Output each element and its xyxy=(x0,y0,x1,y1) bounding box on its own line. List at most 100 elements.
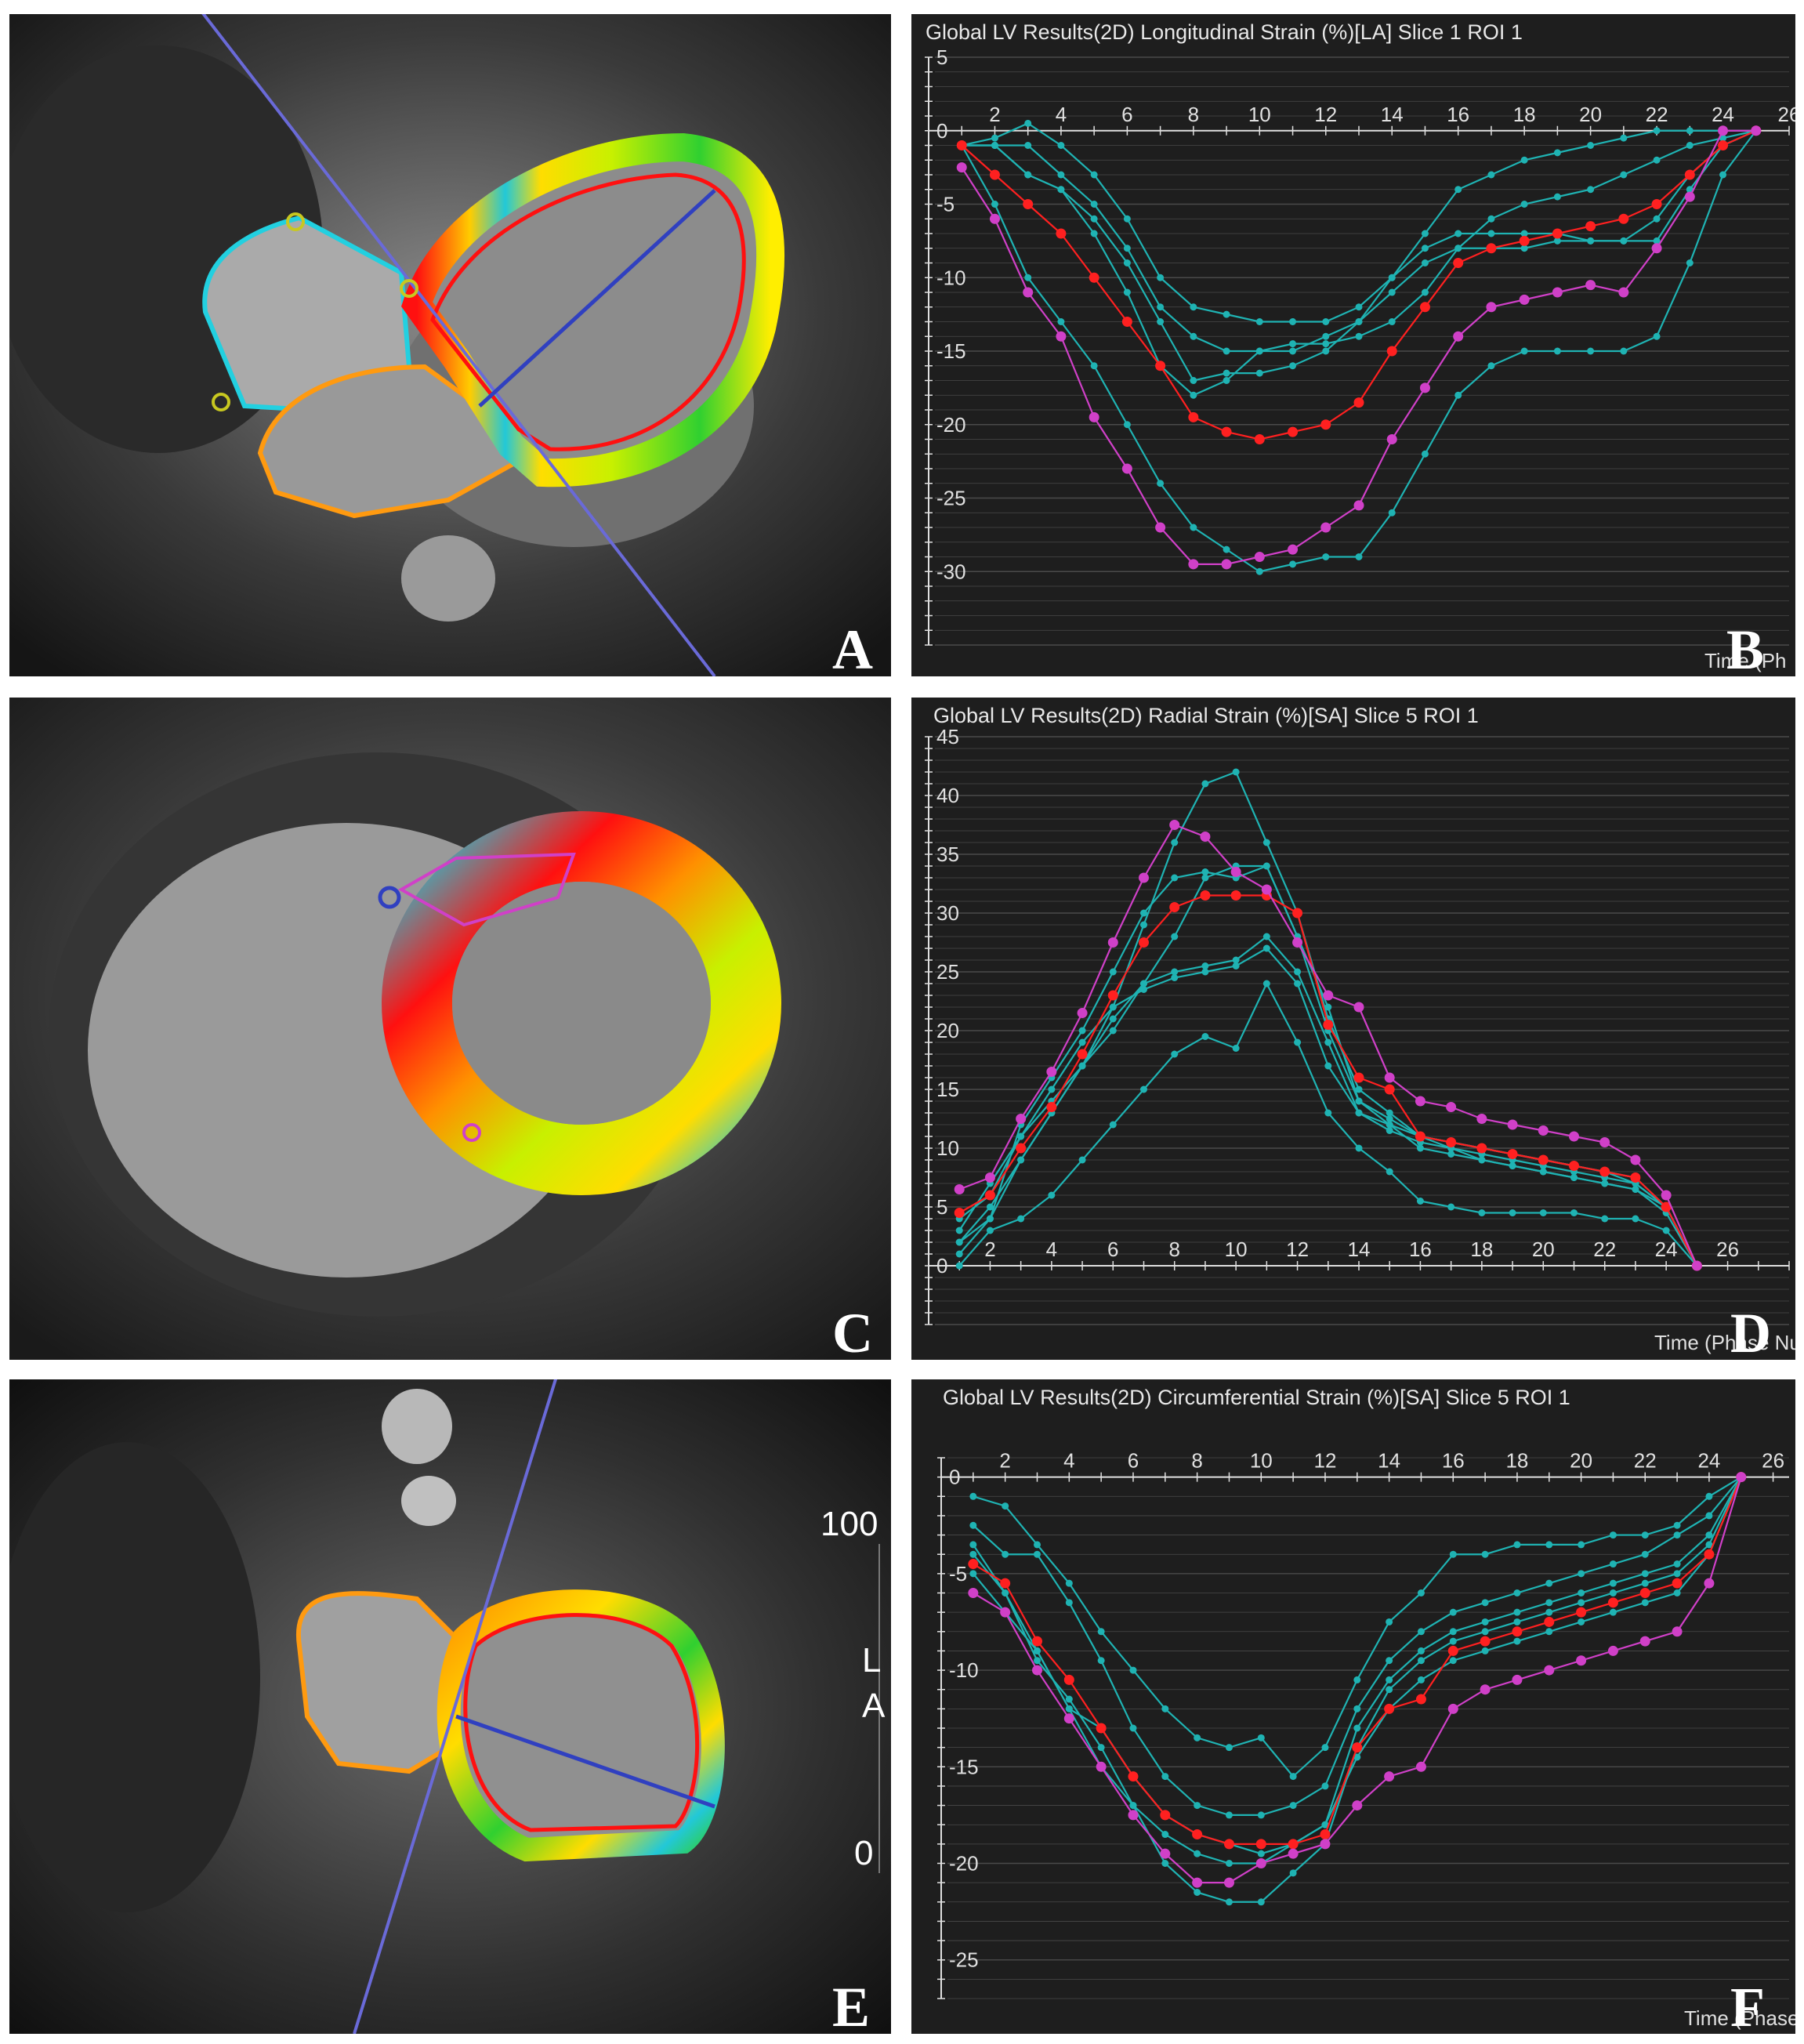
data-point xyxy=(1704,1549,1715,1560)
data-point xyxy=(1421,259,1429,266)
data-point xyxy=(1653,127,1661,135)
data-point xyxy=(1033,1550,1041,1558)
data-point xyxy=(1289,362,1297,370)
data-point xyxy=(1520,245,1528,252)
scale-label-mid: L A xyxy=(862,1641,886,1725)
chart-longitudinal: 2 4 6 8 10 12 14 16 18 20 22 24 2650-5-10-15-20-25-3… xyxy=(925,45,1795,646)
data-point xyxy=(1607,1597,1618,1608)
data-point xyxy=(1569,1131,1579,1142)
data-point xyxy=(1553,149,1561,157)
x-tick-label: 12 xyxy=(1314,103,1337,126)
data-point xyxy=(1157,318,1165,325)
data-point xyxy=(1171,874,1179,882)
x-tick-label: 6 xyxy=(1121,103,1132,126)
data-point xyxy=(1288,1839,1299,1850)
series-line xyxy=(961,122,1756,323)
data-point xyxy=(1353,1072,1364,1083)
data-point xyxy=(1751,125,1762,136)
data-point xyxy=(1221,426,1232,437)
data-point xyxy=(1294,980,1302,988)
panel-letter-c: C xyxy=(832,1302,873,1360)
x-axis-label-longitudinal: Time (Ph xyxy=(1704,649,1787,672)
data-point xyxy=(1454,391,1462,399)
data-point xyxy=(1476,1114,1487,1124)
data-point xyxy=(1223,1839,1234,1850)
x-tick-label: 8 xyxy=(1188,103,1199,126)
data-point xyxy=(1128,1810,1139,1821)
y-tick-label: -10 xyxy=(949,1658,979,1682)
data-point xyxy=(1024,142,1032,149)
data-point xyxy=(1324,1003,1332,1011)
data-point xyxy=(1123,288,1131,296)
data-point xyxy=(1599,1166,1610,1177)
data-point xyxy=(1057,318,1065,325)
data-point xyxy=(1386,1109,1393,1117)
data-point xyxy=(1225,1811,1233,1819)
data-point xyxy=(1169,902,1180,912)
data-point xyxy=(1254,552,1265,562)
data-point xyxy=(1190,303,1197,311)
panel-letter-e: E xyxy=(832,1976,871,2034)
data-point xyxy=(1257,1734,1265,1741)
data-point xyxy=(1232,962,1240,969)
data-point xyxy=(1002,1589,1009,1596)
data-point xyxy=(1388,509,1396,516)
data-point xyxy=(1292,937,1303,948)
data-point xyxy=(1355,1097,1363,1105)
data-point xyxy=(984,1190,995,1201)
data-point xyxy=(1090,230,1098,237)
data-point xyxy=(1641,1531,1649,1539)
y-tick-label: 25 xyxy=(936,960,959,984)
data-point xyxy=(1289,560,1297,568)
data-point xyxy=(1288,426,1299,437)
data-point xyxy=(1257,1850,1265,1857)
data-point xyxy=(1545,1541,1553,1549)
data-point xyxy=(1449,1628,1457,1636)
data-point xyxy=(1415,1694,1426,1705)
data-point xyxy=(1129,1666,1137,1674)
data-point xyxy=(1002,1550,1009,1558)
data-point xyxy=(1719,171,1727,179)
data-point xyxy=(1201,780,1209,788)
x-tick-label: 2 xyxy=(999,1449,1010,1473)
data-point xyxy=(1416,1144,1424,1152)
data-point xyxy=(1449,1608,1457,1616)
data-point xyxy=(956,162,967,173)
data-point xyxy=(1322,340,1330,348)
data-point xyxy=(1169,820,1180,830)
data-point xyxy=(1255,1858,1266,1868)
chart-panel-longitudinal: Global LV Results(2D) Longitudinal Strai… xyxy=(911,14,1795,676)
data-point xyxy=(1320,1839,1331,1850)
data-point xyxy=(1171,974,1179,981)
data-point xyxy=(1140,909,1147,917)
chart-title-longitudinal: Global LV Results(2D) Longitudinal Strai… xyxy=(926,20,1523,44)
data-point xyxy=(1513,1637,1521,1645)
data-point xyxy=(1089,272,1099,283)
data-point xyxy=(1096,1723,1107,1734)
data-point xyxy=(1089,411,1099,422)
data-point xyxy=(1294,968,1302,976)
mri-panel-e: 100 L A 0 E xyxy=(9,1379,891,2034)
x-tick-label: 4 xyxy=(1063,1449,1074,1473)
data-point xyxy=(1570,1174,1578,1181)
data-point xyxy=(1355,1085,1363,1093)
data-point xyxy=(1487,215,1495,223)
data-point xyxy=(1384,1072,1395,1083)
data-point xyxy=(1031,1665,1042,1676)
data-point xyxy=(1388,318,1396,325)
x-tick-label: 26 xyxy=(1762,1449,1784,1473)
data-point xyxy=(1386,1121,1393,1129)
data-point xyxy=(1129,1802,1137,1810)
data-point xyxy=(1223,347,1230,355)
series-line xyxy=(973,1476,1742,1816)
data-point xyxy=(1262,933,1270,940)
data-point xyxy=(1386,346,1397,357)
data-point xyxy=(1417,1628,1425,1636)
data-point xyxy=(1585,221,1596,232)
data-point xyxy=(1188,411,1199,422)
data-point xyxy=(1553,347,1561,355)
data-point xyxy=(1155,522,1166,533)
data-point xyxy=(1539,1209,1547,1216)
data-point xyxy=(1454,230,1462,237)
data-point xyxy=(1261,884,1272,895)
